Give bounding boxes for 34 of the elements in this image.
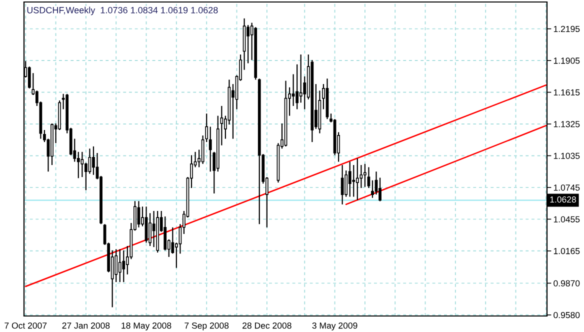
candlestick	[76, 151, 80, 179]
y-tick-label: 1.2195	[554, 26, 580, 32]
x-tick-label: 3 May 2009	[312, 322, 358, 330]
y-tick-label: 1.1325	[554, 121, 580, 128]
y-tick-label: 1.0745	[554, 184, 580, 191]
candlestick	[364, 163, 366, 188]
y-tick-label: 1.1035	[554, 152, 580, 159]
candlestick	[348, 161, 352, 198]
candlestick	[92, 146, 95, 176]
candlestick	[340, 164, 344, 205]
y-tick-label: 1.1615	[554, 89, 580, 96]
candlestick	[356, 158, 359, 201]
x-tick-label: 28 Dec 2008	[242, 322, 292, 329]
candlestick	[352, 164, 356, 198]
candlestick	[118, 248, 122, 283]
y-tick-label: 1.0455	[554, 216, 580, 222]
y-tick-label: 0.9580	[554, 312, 580, 318]
candlestick	[246, 24, 250, 64]
x-tick-label: 18 May 2008	[122, 322, 172, 330]
x-tick-label: 7 Sep 2008	[184, 322, 229, 330]
y-tick-label: 1.0165	[554, 248, 580, 254]
candlestick	[296, 64, 299, 110]
ref-line-label: 1.0628	[550, 196, 576, 203]
x-tick-label: 27 Jan 2008	[62, 322, 110, 329]
candlestick	[292, 74, 295, 106]
candlestick	[152, 210, 156, 248]
candlestick	[171, 226, 174, 254]
y-tick-label: 1.1905	[554, 58, 580, 64]
candlestick	[208, 126, 212, 172]
y-tick-label: 0.9870	[554, 280, 580, 286]
candlestick	[80, 151, 84, 178]
candlestick	[122, 250, 126, 283]
x-tick-label: 7 Oct 2007	[4, 322, 47, 329]
chart-title: USDCHF,Weekly 1.0736 1.0834 1.0619 1.0628	[27, 6, 218, 16]
